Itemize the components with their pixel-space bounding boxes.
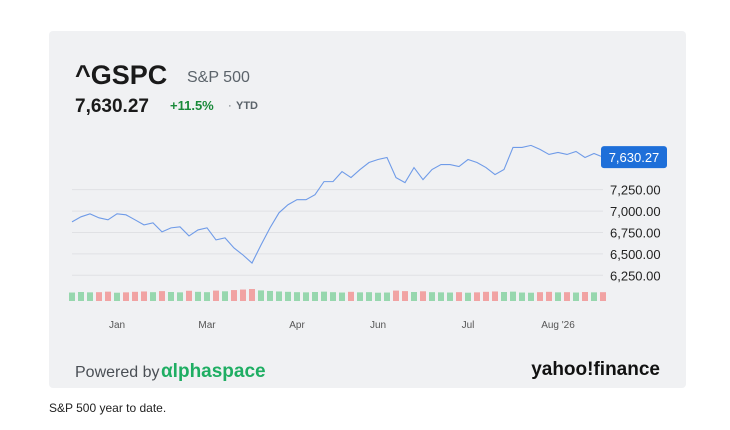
volume-bar bbox=[276, 291, 282, 301]
x-tick-label: Jul bbox=[462, 320, 475, 331]
volume-bar bbox=[582, 292, 588, 301]
volume-bar bbox=[339, 292, 345, 301]
volume-bar bbox=[366, 292, 372, 301]
volume-bar bbox=[240, 289, 246, 301]
volume-bar bbox=[231, 290, 237, 301]
separator: · bbox=[228, 100, 232, 112]
volume-bar bbox=[402, 291, 408, 301]
volume-bar bbox=[186, 290, 192, 301]
symbol: ^GSPC bbox=[75, 60, 167, 90]
x-tick-label: Mar bbox=[198, 320, 216, 331]
volume-bar bbox=[555, 292, 561, 301]
volume-bar bbox=[267, 290, 273, 301]
volume-bar bbox=[78, 292, 84, 301]
volume-bar bbox=[573, 292, 579, 301]
volume-bar bbox=[312, 292, 318, 301]
volume-bar bbox=[141, 291, 147, 301]
volume-bar bbox=[357, 292, 363, 301]
volume-bar bbox=[348, 291, 354, 301]
volume-bar bbox=[159, 291, 165, 301]
price-line bbox=[71, 144, 604, 264]
last-price-label: 7,630.27 bbox=[609, 150, 660, 165]
volume-bar bbox=[258, 290, 264, 301]
volume-bar bbox=[546, 291, 552, 301]
volume-bar bbox=[222, 291, 228, 301]
volume-bar bbox=[375, 292, 381, 301]
volume-bar bbox=[96, 292, 102, 301]
volume-bar bbox=[69, 292, 75, 301]
volume-bar bbox=[105, 291, 111, 301]
price: 7,630.27 bbox=[75, 96, 149, 117]
volume-bar bbox=[591, 292, 597, 301]
volume-bar bbox=[501, 292, 507, 301]
volume-bar bbox=[213, 290, 219, 301]
change: +11.5% bbox=[170, 98, 214, 113]
volume-bar bbox=[114, 292, 120, 301]
volume-bar bbox=[447, 292, 453, 301]
volume-bar bbox=[528, 292, 534, 301]
volume-bar bbox=[465, 292, 471, 301]
volume-bar bbox=[294, 292, 300, 301]
volume-bar bbox=[168, 292, 174, 301]
y-tick-label: 7,250.00 bbox=[610, 183, 661, 198]
volume-bar bbox=[150, 292, 156, 301]
y-tick-label: 6,750.00 bbox=[610, 225, 661, 240]
y-tick-label: 7,000.00 bbox=[610, 204, 661, 219]
volume-bar bbox=[330, 292, 336, 301]
volume-bar bbox=[537, 292, 543, 301]
caption: S&P 500 year to date. bbox=[49, 401, 166, 415]
volume-bar bbox=[429, 292, 435, 301]
volume-bar bbox=[123, 292, 129, 301]
volume-bar bbox=[420, 291, 426, 301]
volume-bar bbox=[303, 292, 309, 301]
volume-bar bbox=[438, 292, 444, 301]
volume-bar bbox=[519, 292, 525, 301]
x-tick-label: Jun bbox=[370, 320, 386, 331]
y-tick-label: 6,250.00 bbox=[610, 268, 661, 283]
volume-bar bbox=[204, 292, 210, 301]
volume-bar bbox=[600, 292, 606, 301]
volume-bar bbox=[456, 292, 462, 301]
volume-bar bbox=[411, 292, 417, 301]
volume-bar bbox=[510, 291, 516, 301]
volume-bar bbox=[564, 292, 570, 301]
volume-bar bbox=[195, 291, 201, 301]
powered-by: Powered by bbox=[75, 364, 160, 381]
volume-bar bbox=[132, 291, 138, 301]
period: YTD bbox=[236, 100, 258, 112]
volume-bar bbox=[384, 292, 390, 301]
volume-bar bbox=[249, 289, 255, 301]
volume-bar bbox=[321, 291, 327, 301]
x-tick-label: Aug '26 bbox=[541, 320, 575, 331]
volume-bar bbox=[492, 291, 498, 301]
last-price-badge bbox=[601, 146, 667, 169]
provider-logo: αlphaspace bbox=[161, 361, 266, 382]
volume-bar bbox=[483, 291, 489, 301]
volume-bar bbox=[393, 290, 399, 301]
y-tick-label: 6,500.00 bbox=[610, 247, 661, 262]
volume-bar bbox=[474, 292, 480, 301]
x-tick-label: Apr bbox=[289, 320, 305, 331]
volume-bar bbox=[285, 291, 291, 301]
volume-bar bbox=[87, 292, 93, 301]
index-name: S&P 500 bbox=[187, 69, 250, 86]
x-tick-label: Jan bbox=[109, 320, 125, 331]
brand-logo: yahoo!finance bbox=[531, 359, 660, 380]
volume-bar bbox=[177, 292, 183, 301]
